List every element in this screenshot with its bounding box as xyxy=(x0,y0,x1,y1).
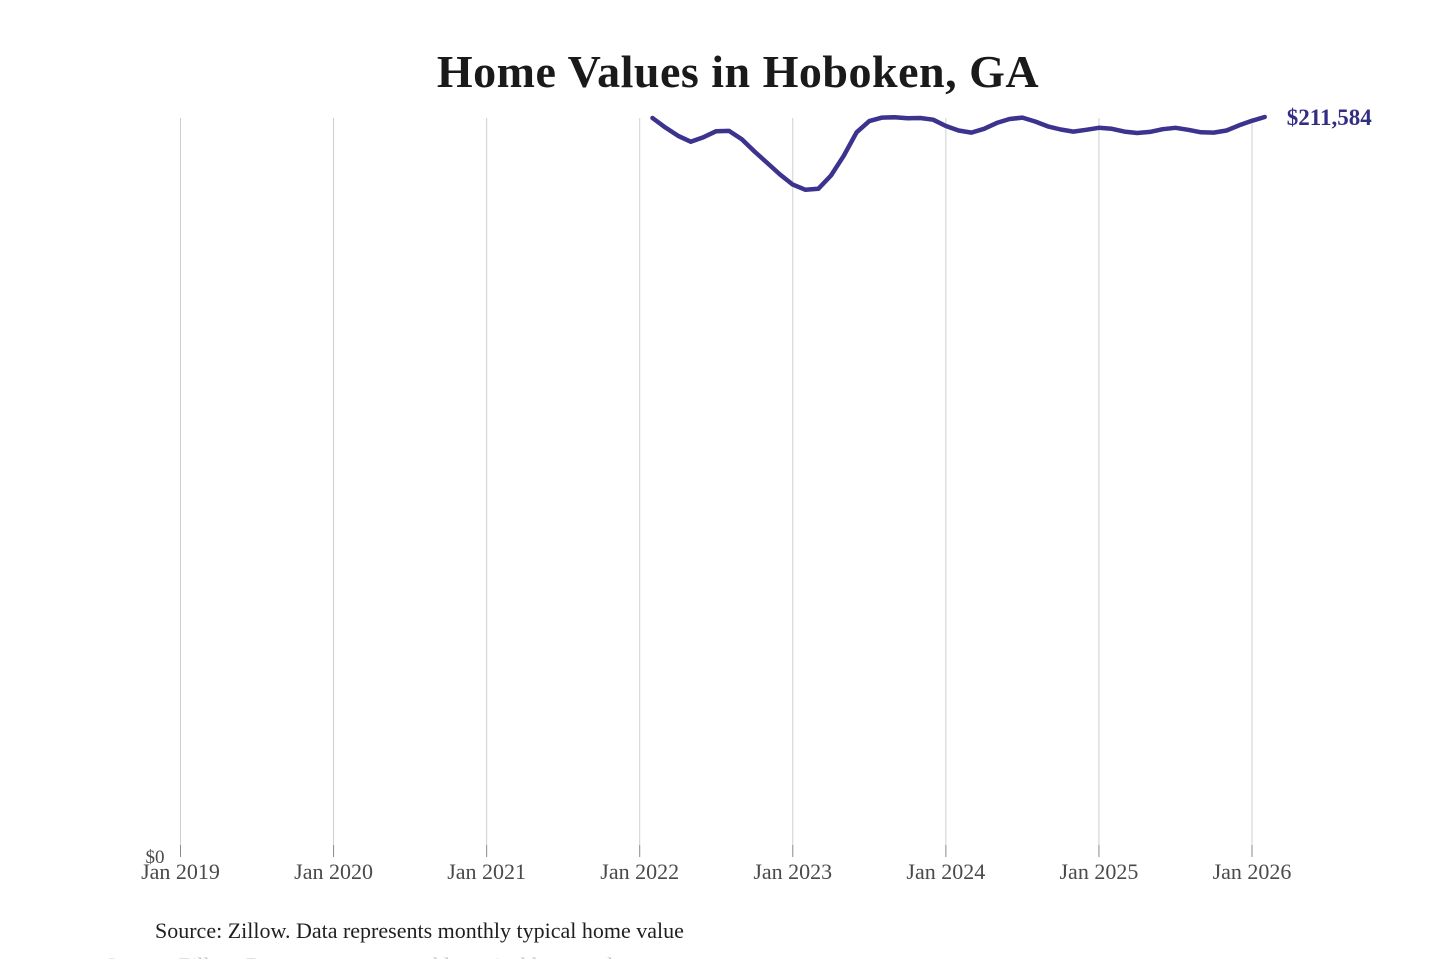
cropped-text-remnant-glyphs: Source: Zillow. Data represents monthly … xyxy=(105,953,750,959)
x-axis-label: Jan 2025 xyxy=(1060,859,1139,884)
latest-value-label: $211,584 xyxy=(1287,105,1372,130)
y-axis-zero-label: $0 xyxy=(146,847,165,868)
source-note: Source: Zillow. Data represents monthly … xyxy=(155,918,684,943)
x-axis-label: Jan 2026 xyxy=(1213,859,1292,884)
x-axis-label: Jan 2020 xyxy=(294,859,373,884)
x-axis-label: Jan 2022 xyxy=(600,859,679,884)
x-axis-label: Jan 2021 xyxy=(447,859,526,884)
x-axis-label: Jan 2024 xyxy=(906,859,985,884)
chart-title: Home Values in Hoboken, GA xyxy=(436,46,1040,97)
home-value-line xyxy=(650,114,1267,193)
x-axis-label: Jan 2023 xyxy=(753,859,832,884)
x-axis-label: Jan 2019 xyxy=(141,859,220,884)
cropped-text-remnant: Source: Zillow. Data represents monthly … xyxy=(105,953,750,959)
